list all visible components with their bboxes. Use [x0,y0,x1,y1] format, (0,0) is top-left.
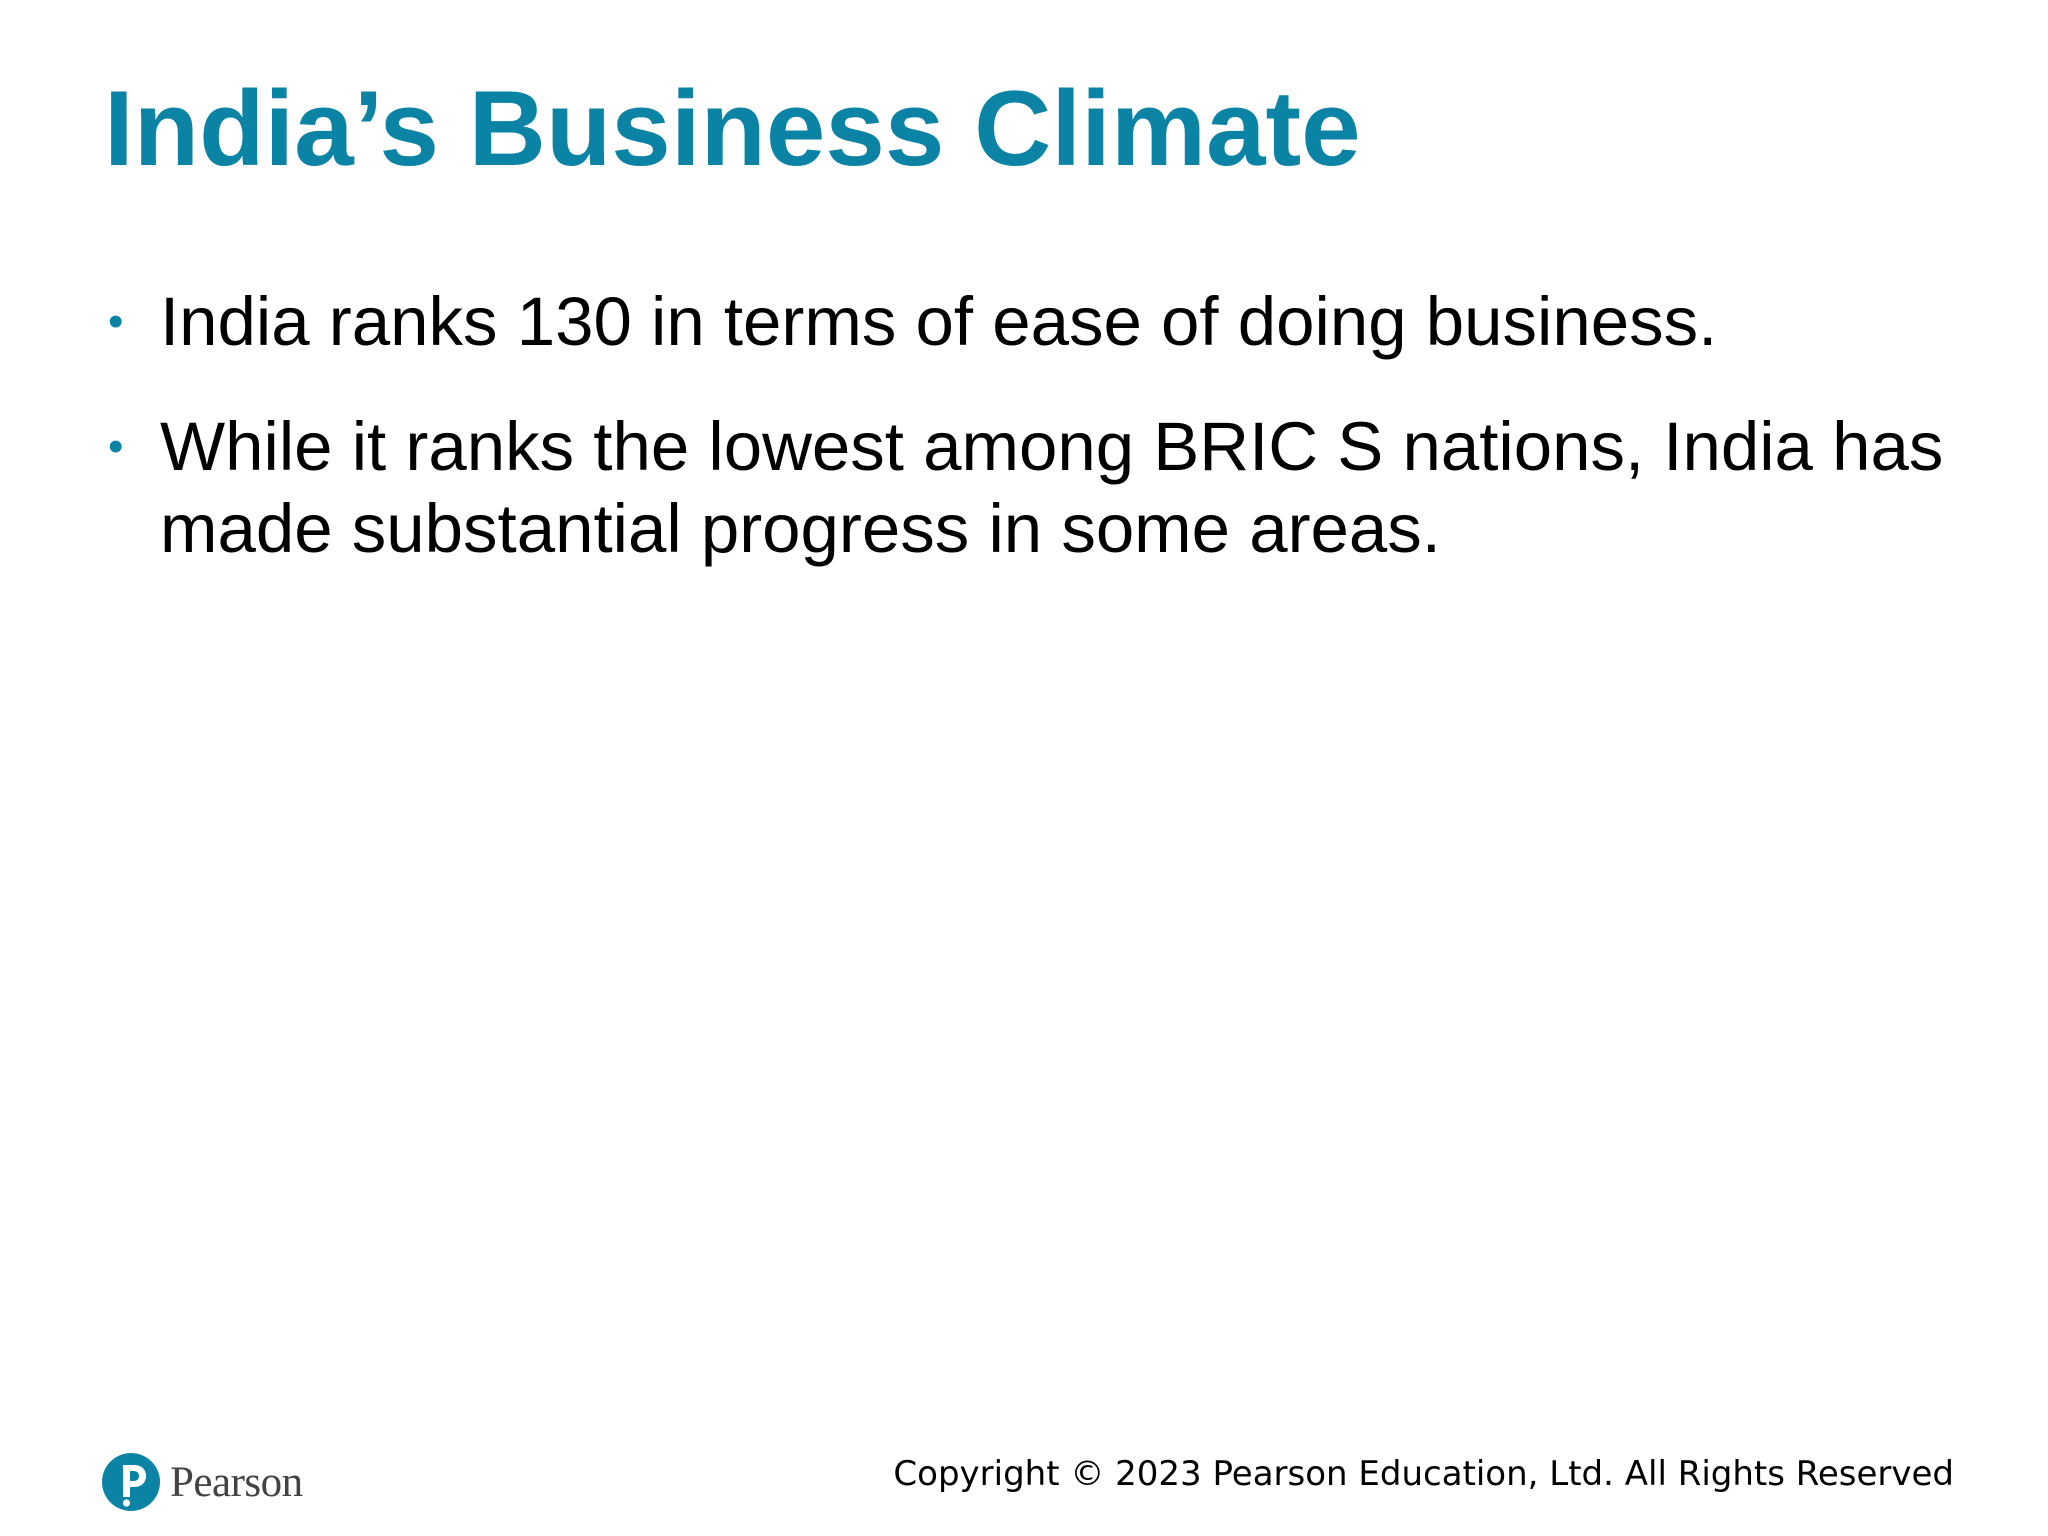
bullet-text: India ranks 130 in terms of ease of doin… [160,283,1718,360]
bullet-item: • India ranks 130 in terms of ease of do… [104,281,1964,363]
bullet-item: • While it ranks the lowest among BRIC S… [104,406,1964,570]
bullet-marker: • [108,422,124,471]
pearson-logo: Pearson [102,1448,303,1516]
pearson-logo-text: Pearson [170,1458,303,1506]
pearson-logo-icon [102,1453,160,1511]
bullet-text: While it ranks the lowest among BRIC S n… [160,408,1944,567]
bullet-marker: • [108,297,124,346]
slide-title: India’s Business Climate [104,68,1361,188]
copyright-notice: Copyright © 2023 Pearson Education, Ltd.… [893,1454,1954,1494]
bullet-list: • India ranks 130 in terms of ease of do… [104,281,1964,570]
